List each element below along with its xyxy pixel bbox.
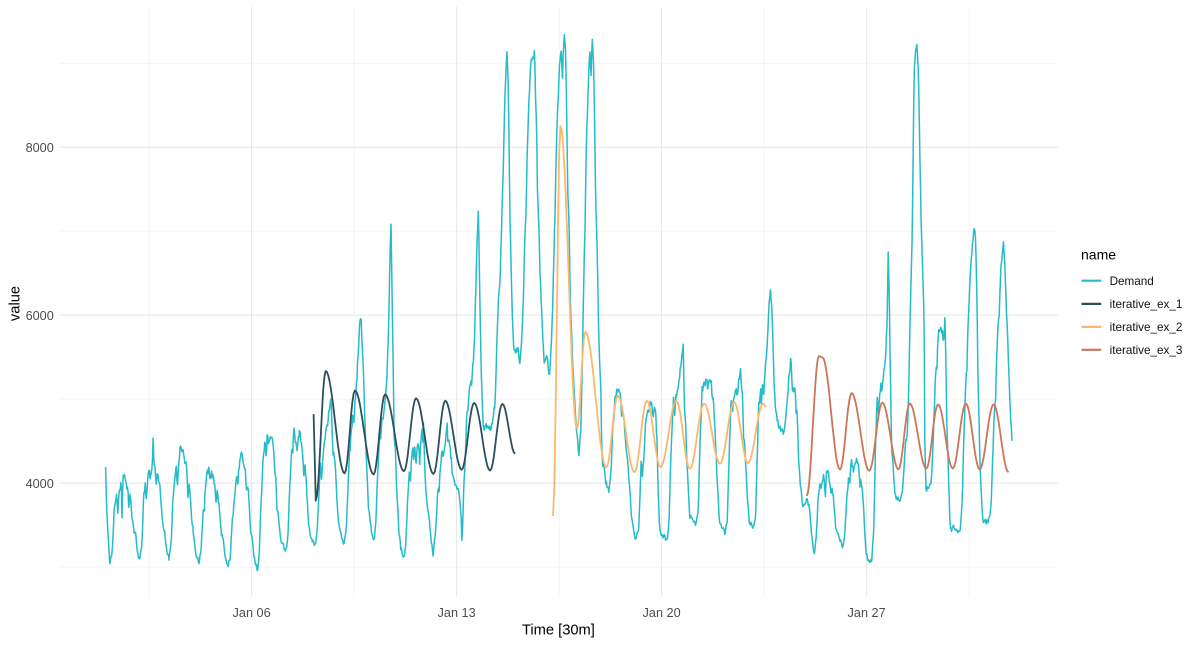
svg-text:Jan 06: Jan 06 xyxy=(233,606,271,620)
svg-text:name: name xyxy=(1081,246,1116,262)
svg-text:6000: 6000 xyxy=(26,309,54,323)
svg-text:iterative_ex_2: iterative_ex_2 xyxy=(1110,321,1183,334)
svg-text:Demand: Demand xyxy=(1110,275,1154,288)
svg-text:4000: 4000 xyxy=(26,477,54,491)
svg-text:Jan 13: Jan 13 xyxy=(438,606,476,620)
svg-text:Jan 27: Jan 27 xyxy=(848,606,886,620)
svg-text:Time [30m]: Time [30m] xyxy=(522,622,595,638)
svg-text:iterative_ex_1: iterative_ex_1 xyxy=(1110,298,1183,311)
svg-text:8000: 8000 xyxy=(26,141,54,155)
svg-text:iterative_ex_3: iterative_ex_3 xyxy=(1110,344,1183,357)
svg-text:Jan 20: Jan 20 xyxy=(643,606,681,620)
svg-text:value: value xyxy=(7,286,23,321)
